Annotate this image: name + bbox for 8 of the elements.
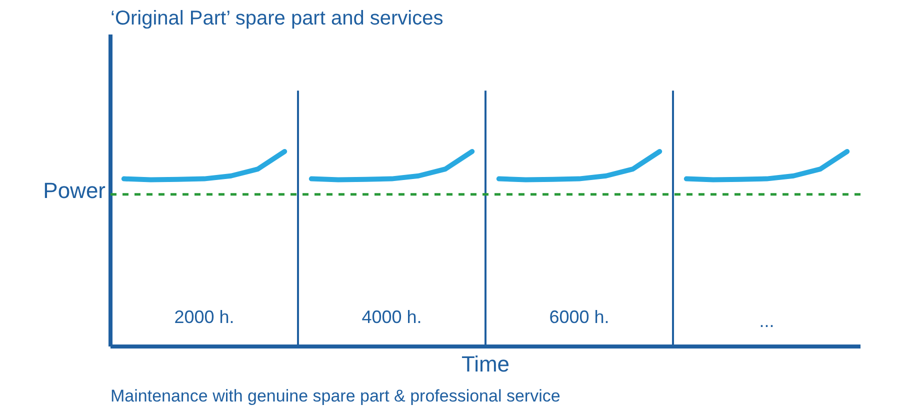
annotation: 2000 h. [174,307,234,327]
x-axis-title: Time [461,352,510,376]
y-axis-title: Power [43,178,106,203]
chart-title: ‘Original Part’ spare part and services [110,8,444,30]
annotation: ... [759,311,774,331]
annotation: 6000 h. [549,307,610,327]
text: Maintenance with genuine spare part & professional service [110,386,560,406]
annotation: 4000 h. [362,307,422,327]
